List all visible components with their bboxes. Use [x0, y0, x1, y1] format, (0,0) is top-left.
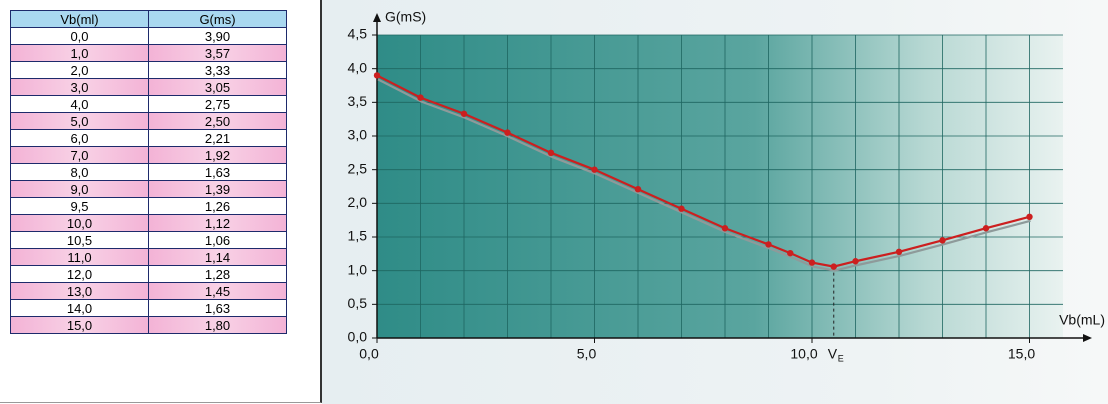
table-cell: 7,0 [10, 146, 149, 164]
data-point [808, 259, 816, 266]
data-point [547, 149, 555, 157]
y-tick-label: 0,0 [348, 329, 368, 345]
data-point [852, 258, 859, 265]
table-row: 9,5 1,26 [10, 197, 287, 215]
y-tick-label: 3,0 [348, 127, 368, 143]
table-cell: 5,0 [10, 112, 149, 130]
y-tick-label: 4,0 [348, 59, 368, 75]
table-cell: 1,92 [148, 146, 287, 164]
table-cell: 3,0 [10, 78, 149, 96]
table-row: 13,0 1,45 [10, 282, 287, 300]
table-cell: 3,05 [148, 78, 287, 96]
data-point [417, 94, 424, 101]
annotation-label: V [828, 346, 838, 362]
table-cell: 10,0 [10, 214, 149, 232]
table-panel [0, 0, 322, 403]
plot-area [377, 35, 1063, 338]
x-tick-label: 5,0 [577, 346, 597, 362]
table-row: 2,0 3,33 [10, 61, 287, 79]
table-header: Vb(ml) G(ms) [10, 10, 287, 28]
table-row: 9,0 1,39 [10, 180, 287, 198]
header-cell: G(ms) [148, 10, 287, 28]
data-point [787, 249, 794, 257]
y-tick-label: 2,0 [348, 194, 368, 210]
data-point [982, 225, 990, 232]
x-tick-label: 0,0 [359, 346, 379, 362]
y-axis-label: G(mS) [385, 9, 426, 25]
table-cell: 9,0 [10, 180, 149, 198]
table-cell: 1,12 [148, 214, 287, 232]
table-row: 7,0 1,92 [10, 146, 287, 164]
data-point [373, 72, 381, 79]
table-cell: 3,57 [148, 44, 287, 62]
data-point [678, 205, 685, 212]
table-cell: 1,39 [148, 180, 287, 198]
data-point [504, 129, 511, 136]
table-row: 10,5 1,06 [10, 231, 287, 249]
table-row: 1,0 3,57 [10, 44, 287, 62]
x-axis-label: Vb(mL) [1059, 312, 1105, 328]
x-axis-arrow [1083, 334, 1092, 342]
y-tick-label: 0,5 [348, 295, 368, 311]
table-cell: 1,63 [148, 299, 287, 317]
x-tick-label: 10,0 [790, 346, 817, 362]
y-tick-label: 3,5 [348, 93, 368, 109]
data-point [895, 248, 903, 256]
table-row: 10,0 1,12 [10, 214, 287, 232]
table-row: 15,0 1,80 [10, 316, 287, 334]
data-point [765, 241, 772, 248]
table-row: 14,0 1,63 [10, 299, 287, 317]
data-line [376, 74, 1030, 268]
table-row: 6,0 2,21 [10, 129, 287, 147]
y-tick-label: 4,5 [348, 26, 368, 42]
data-point [460, 110, 468, 117]
table-row: 3,0 3,05 [10, 78, 287, 96]
table-cell: 1,45 [148, 282, 287, 300]
y-axis-arrow [373, 13, 381, 22]
y-tick-label: 1,0 [348, 261, 368, 277]
data-point [591, 166, 598, 173]
table-cell: 1,80 [148, 316, 287, 334]
data-point [1026, 213, 1033, 220]
table-cell: 1,14 [148, 248, 287, 266]
data-table: Vb(ml) G(ms) 0,0 3,90 1,0 3,57 2,0 3,33 3,0 3,0… [10, 10, 287, 334]
data-point [634, 185, 642, 193]
table-cell: 1,26 [148, 197, 287, 215]
annotation-subscript: E [838, 353, 844, 363]
data-point [939, 237, 946, 244]
table-cell: 15,0 [10, 316, 149, 334]
y-tick-label: 2,5 [348, 160, 368, 176]
table-cell: 1,0 [10, 44, 149, 62]
table-row: 11,0 1,14 [10, 248, 287, 266]
x-tick-label: 15,0 [1008, 346, 1035, 362]
data-point [830, 263, 837, 270]
y-tick-label: 1,5 [348, 228, 368, 244]
data-point [721, 225, 729, 232]
